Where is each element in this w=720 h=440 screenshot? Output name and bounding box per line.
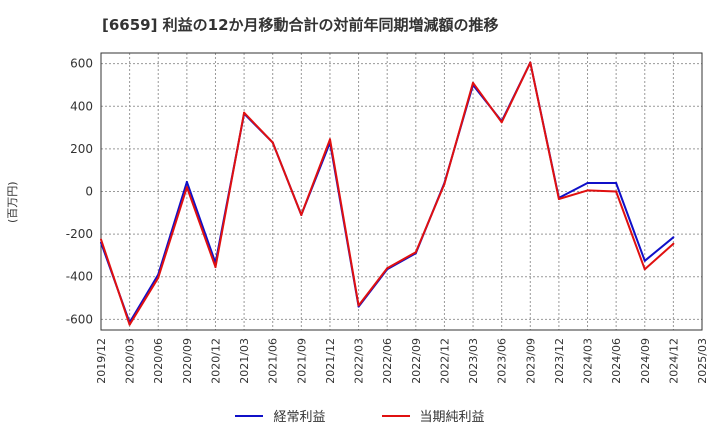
data-point: [472, 81, 475, 84]
data-point: [615, 190, 618, 193]
x-tick-label: 2024/06: [610, 338, 623, 384]
legend-item-ordinary-profit: 経常利益: [235, 406, 326, 425]
y-tick-labels: -600 -400 -200 0 200 400 600: [66, 57, 93, 327]
x-tick-label: 2024/03: [582, 338, 595, 384]
data-point: [443, 183, 446, 186]
line-chart: -600 -400 -200 0 200 400 600 2019/12 2020/03 202…: [66, 52, 709, 384]
y-tick-label: -400: [66, 270, 93, 284]
x-tick-label: 2020/12: [209, 338, 222, 384]
data-point: [271, 141, 274, 144]
x-tick-label: 2022/06: [381, 338, 394, 384]
x-tick-label: 2024/12: [667, 338, 680, 384]
data-point: [214, 266, 217, 269]
x-tick-label: 2020/06: [152, 338, 165, 384]
x-tick-label: 2022/09: [410, 338, 423, 384]
data-point: [615, 181, 618, 184]
y-tick-label: 200: [70, 142, 93, 156]
legend-item-net-profit: 当期純利益: [381, 406, 485, 425]
x-tick-label: 2022/03: [353, 338, 366, 384]
y-tick-label: 0: [85, 185, 93, 199]
x-tick-label: 2021/12: [324, 338, 337, 384]
x-tick-label: 2021/06: [267, 338, 280, 384]
legend-label-ordinary-profit: 経常利益: [273, 410, 326, 425]
data-point: [185, 186, 188, 189]
data-point: [586, 181, 589, 184]
x-tick-label: 2021/09: [295, 338, 308, 384]
data-point: [328, 138, 331, 141]
x-tick-label: 2023/09: [524, 338, 537, 384]
data-point: [643, 268, 646, 271]
data-point: [414, 251, 417, 254]
x-tick-label: 2023/03: [467, 338, 480, 384]
x-tick-label: 2020/03: [124, 338, 137, 384]
data-point: [500, 121, 503, 124]
data-point: [128, 323, 131, 326]
x-tick-labels: 2019/12 2020/03 2020/06 2020/09 2020/12 2021/…: [95, 338, 709, 384]
data-point: [557, 197, 560, 200]
data-point: [300, 213, 303, 216]
x-tick-label: 2023/12: [553, 338, 566, 384]
chart-title: [6659] 利益の12か月移動合計の対前年同期増減額の推移: [102, 16, 499, 34]
x-tick-label: 2023/06: [496, 338, 509, 384]
legend: 経常利益 当期純利益: [0, 406, 720, 425]
data-point: [672, 242, 675, 245]
x-tick-label: 2019/12: [95, 338, 108, 384]
y-tick-label: -200: [66, 227, 93, 241]
data-point: [100, 238, 102, 241]
y-tick-label: -600: [66, 312, 93, 326]
data-point: [529, 61, 532, 64]
data-point: [386, 267, 389, 270]
x-tick-label: 2025/03: [696, 338, 709, 384]
data-point: [672, 236, 675, 239]
plot-frame: [100, 52, 703, 331]
data-point: [357, 304, 360, 307]
data-point: [157, 276, 160, 279]
y-tick-label: 600: [70, 57, 93, 71]
data-point: [243, 111, 246, 114]
legend-swatch-ordinary-profit: [235, 414, 264, 417]
plot-border: [100, 52, 703, 331]
data-point: [643, 259, 646, 262]
series-lines: [100, 61, 675, 326]
legend-label-net-profit: 当期純利益: [419, 410, 485, 425]
x-tick-label: 2022/12: [438, 338, 451, 384]
data-point: [185, 180, 188, 183]
legend-swatch-net-profit: [381, 414, 410, 417]
x-tick-label: 2021/03: [238, 338, 251, 384]
y-tick-label: 400: [70, 99, 93, 113]
data-point: [586, 189, 589, 192]
x-tick-label: 2024/09: [639, 338, 652, 384]
x-tick-label: 2020/09: [181, 338, 194, 384]
